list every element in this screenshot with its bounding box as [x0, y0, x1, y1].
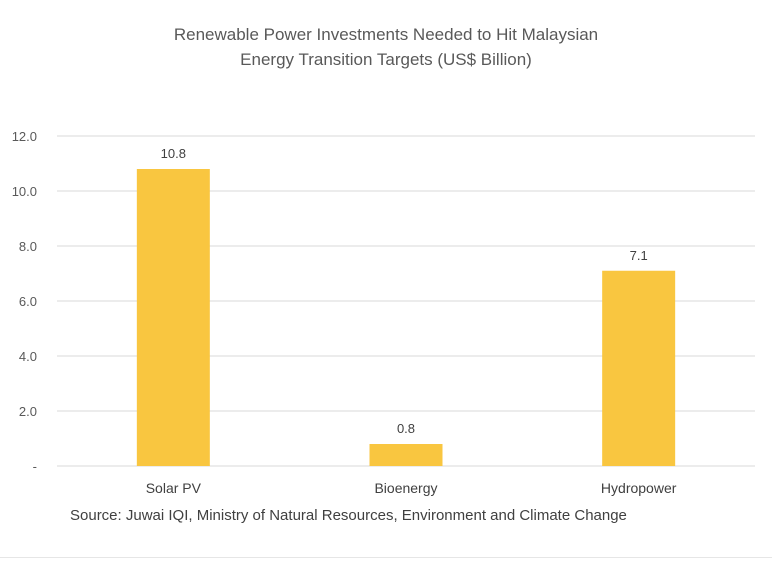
bar	[136, 169, 210, 466]
y-tick-label: 12.0	[12, 129, 37, 144]
data-label: 7.1	[630, 248, 648, 263]
x-tick-label: Solar PV	[146, 480, 202, 496]
x-tick-label: Hydropower	[601, 480, 677, 496]
bar	[369, 444, 443, 466]
y-tick-label: -	[33, 459, 37, 474]
chart-title: Renewable Power Investments Needed to Hi…	[86, 22, 686, 72]
data-label: 10.8	[161, 146, 186, 161]
x-tick-label: Bioenergy	[374, 480, 437, 496]
data-label: 0.8	[397, 421, 415, 436]
y-tick-label: 4.0	[19, 349, 37, 364]
y-tick-label: 10.0	[12, 184, 37, 199]
bar	[602, 270, 676, 466]
y-tick-label: 6.0	[19, 294, 37, 309]
y-tick-label: 8.0	[19, 239, 37, 254]
source-note: Source: Juwai IQI, Ministry of Natural R…	[70, 507, 627, 524]
y-tick-label: 2.0	[19, 404, 37, 419]
bottom-divider	[0, 557, 772, 558]
chart-title-line-1: Renewable Power Investments Needed to Hi…	[173, 25, 599, 44]
chart-title-line-2: Energy Transition Targets (US$ Billion)	[240, 50, 532, 69]
